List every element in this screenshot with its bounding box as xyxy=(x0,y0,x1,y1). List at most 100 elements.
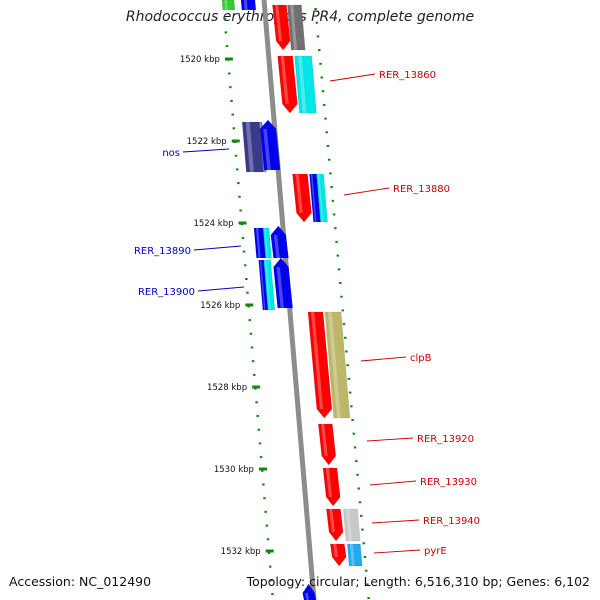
gene-highlight xyxy=(243,0,248,10)
inner-ring-dot xyxy=(253,373,256,376)
outer-ring-dot xyxy=(351,419,354,421)
inner-ring-dot xyxy=(270,579,273,582)
inner-ring-dot xyxy=(241,236,245,239)
gene-highlight xyxy=(333,544,339,557)
gene-label-forward: RER_13860 xyxy=(379,70,436,81)
outer-ring-dot xyxy=(335,240,338,243)
outer-ring-dot xyxy=(314,8,317,10)
gene-label-forward: RER_13920 xyxy=(417,434,474,445)
inner-ring-dot xyxy=(223,17,226,20)
label-leader xyxy=(197,286,245,292)
inner-ring-dot xyxy=(268,565,272,568)
inner-ring-dot xyxy=(251,360,255,363)
outer-ring-dot xyxy=(342,323,346,326)
gene-pyre-partner xyxy=(347,543,363,567)
inner-ring-dot xyxy=(256,415,259,417)
outer-ring-dot xyxy=(318,49,321,52)
major-tick xyxy=(245,303,254,307)
outer-ring-dot xyxy=(357,487,361,490)
gene-highlight xyxy=(349,544,355,566)
inner-ring-dot xyxy=(249,332,253,335)
gene-layer xyxy=(221,0,363,600)
outer-ring-dot xyxy=(327,158,331,161)
axis-tick-label: 1522 kbp xyxy=(187,137,227,147)
inner-ring-dot xyxy=(229,86,232,89)
outer-ring-dot xyxy=(345,350,348,353)
gene-highlight xyxy=(224,0,228,10)
label-leader-layer xyxy=(182,73,421,554)
label-leader xyxy=(360,356,407,362)
axis-tick-label: 1532 kbp xyxy=(221,547,261,557)
inner-ring-dot xyxy=(239,209,242,212)
inner-ring-dot xyxy=(246,291,249,294)
tick-layer: 1520 kbp 1522 kbp 1524 kbp 1526 kbp 1528 kbp… xyxy=(180,4,370,600)
outer-ring-dot xyxy=(320,76,324,79)
outer-ring-dot xyxy=(319,62,322,65)
axis-tick-label: 1520 kbp xyxy=(180,55,220,65)
label-leader xyxy=(373,549,421,554)
outer-ring-dot xyxy=(343,336,347,339)
label-leader xyxy=(371,519,420,524)
inner-ring-dot xyxy=(238,195,241,198)
gene-reverse-top-blue xyxy=(240,0,257,11)
outer-ring-dot xyxy=(331,199,335,202)
outer-ring-dot xyxy=(334,227,337,230)
gene-label-reverse: nos xyxy=(162,148,180,159)
gene-label-forward: clpB xyxy=(410,353,432,364)
outer-ring-dot xyxy=(348,391,352,394)
gene-highlight xyxy=(321,424,328,456)
outer-ring-dot xyxy=(321,90,325,93)
gene-nos-arrow xyxy=(259,119,281,171)
label-leader xyxy=(329,73,376,82)
gene-rer-13880 xyxy=(292,173,312,223)
gene-highlight xyxy=(317,174,324,222)
label-leader xyxy=(182,148,230,153)
gene-highlight xyxy=(328,312,341,418)
axis-tick-label: 1530 kbp xyxy=(214,465,254,475)
gene-label-forward: RER_13880 xyxy=(393,184,450,195)
inner-ring-dot xyxy=(262,483,265,486)
gene-rer-13930 xyxy=(322,467,341,507)
gene-highlight xyxy=(295,174,303,213)
outer-ring-dot xyxy=(353,446,357,449)
inner-ring-dot xyxy=(231,113,234,116)
outer-ring-dot xyxy=(336,254,340,257)
gene-clpb-partner xyxy=(324,311,351,419)
gene-highlight xyxy=(298,56,307,113)
major-tick xyxy=(265,549,274,553)
gene-pyre xyxy=(329,543,347,567)
inner-ring-dot xyxy=(225,45,229,48)
inner-ring-dot xyxy=(245,278,248,280)
inner-ring-dot xyxy=(267,552,271,554)
inner-ring-dot xyxy=(271,593,274,596)
gene-reverse-bottom xyxy=(302,583,317,600)
inner-ring-dot xyxy=(230,99,233,102)
inner-ring-dot xyxy=(257,428,261,431)
inner-ring-dot xyxy=(255,401,258,404)
gene-highlight xyxy=(245,122,254,172)
inner-ring-dot xyxy=(232,127,236,130)
major-tick xyxy=(252,385,261,389)
gene-rer-13940-partner xyxy=(343,508,361,542)
gene-clpb xyxy=(307,311,333,419)
gene-rer-13890-cyan xyxy=(262,227,272,259)
gene-highlight xyxy=(280,56,289,104)
gene-highlight xyxy=(329,509,335,532)
gene-rer-13880-cyan xyxy=(316,173,328,223)
inner-ring-dot xyxy=(234,154,238,157)
label-layer: RER_13860 RER_13880 clpB RER_13920 RER_13930… xyxy=(134,70,480,557)
outer-ring-dot xyxy=(361,528,364,531)
gene-highlight xyxy=(259,260,266,310)
outer-ring-dot xyxy=(359,514,363,517)
outer-ring-dot xyxy=(352,432,356,435)
inner-ring-dot xyxy=(264,510,267,513)
inner-ring-dot xyxy=(228,72,231,75)
label-leader xyxy=(366,437,414,442)
gene-rer-13900-cyan xyxy=(263,259,276,311)
gene-highlight xyxy=(276,267,284,308)
inner-ring-dot xyxy=(243,264,247,267)
outer-ring-dot xyxy=(355,460,358,463)
axis-tick-label: 1526 kbp xyxy=(200,301,240,311)
inner-ring-dot xyxy=(248,319,251,322)
inner-ring-dot xyxy=(266,538,270,541)
